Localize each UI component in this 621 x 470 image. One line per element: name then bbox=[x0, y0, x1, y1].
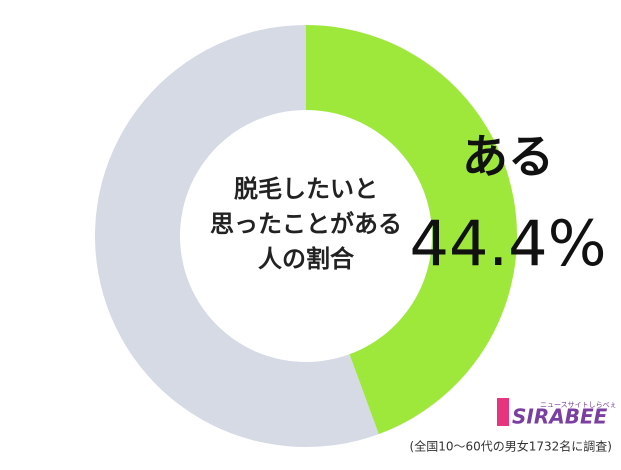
logo-tagline: ニュースサイトしらべぇ bbox=[540, 401, 617, 409]
slice bbox=[306, 25, 518, 435]
center-title: 思ったことがある bbox=[210, 210, 402, 238]
slice-label: ある bbox=[462, 130, 554, 184]
slice bbox=[95, 25, 379, 447]
logo-mark bbox=[497, 398, 509, 426]
slices bbox=[95, 25, 518, 447]
source-note: (全国10〜60代の男女1732名に調査) bbox=[410, 439, 612, 454]
logo-name: SIRABEE bbox=[512, 405, 608, 429]
value-label: 44.4% bbox=[410, 207, 607, 280]
center-title: 脱毛したいと bbox=[234, 175, 378, 203]
center-title: 人の割合 bbox=[258, 245, 355, 273]
